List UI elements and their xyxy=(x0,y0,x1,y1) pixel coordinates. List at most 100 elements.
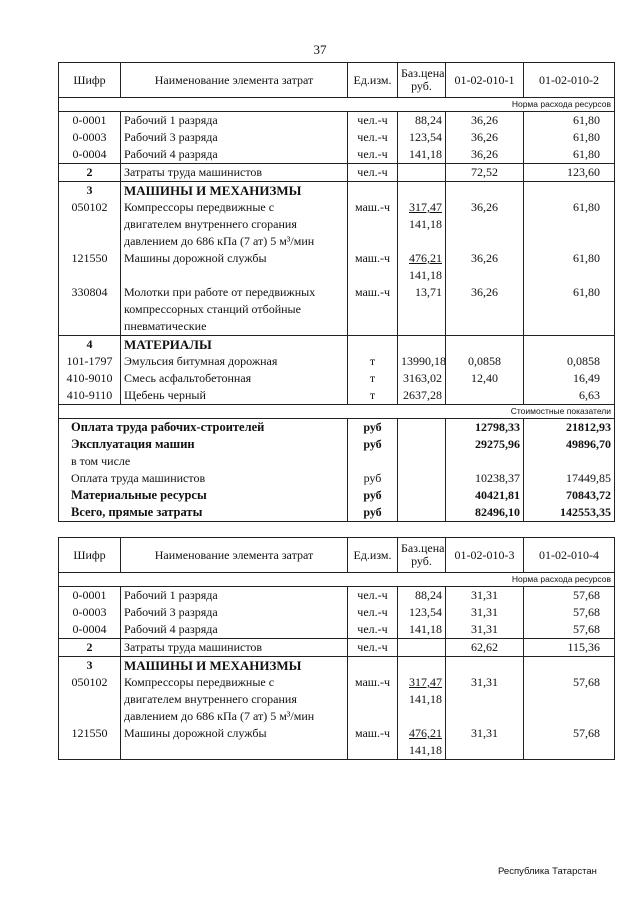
code-cell: 3 xyxy=(58,656,121,674)
name-cell: Эмульсия битумная дорожная xyxy=(120,353,348,370)
value-col-1: 31,31 xyxy=(445,725,524,760)
totals-col-1: 12798,33 xyxy=(445,418,524,436)
price-value: 476,21 xyxy=(409,251,442,265)
totals-name: Материальные ресурсы xyxy=(58,487,348,504)
value-col-1: 36,26 xyxy=(445,111,524,129)
price-cell: 123,54 xyxy=(397,604,446,621)
name-cell: Щебень черный xyxy=(120,387,348,405)
price-secondary: 141,18 xyxy=(409,692,442,706)
code-cell: 0-0004 xyxy=(58,146,121,164)
header-price: Баз.цена руб. xyxy=(397,62,446,98)
name-cell: Смесь асфальтобетонная xyxy=(120,370,348,387)
code-cell: 4 xyxy=(58,335,121,353)
unit-cell: чел.-ч xyxy=(347,638,398,657)
value-col-2: 61,80 xyxy=(523,146,615,164)
price-value: 123,54 xyxy=(409,605,442,619)
unit-cell: чел.-ч xyxy=(347,586,398,604)
value-col-1 xyxy=(445,387,524,405)
totals-col-1: 82496,10 xyxy=(445,504,524,522)
totals-price xyxy=(397,487,446,504)
totals-col-2 xyxy=(523,453,615,470)
value-col-2: 123,60 xyxy=(523,163,615,182)
totals-name: Оплата труда рабочих-строителей xyxy=(58,418,348,436)
price-value: 141,18 xyxy=(409,622,442,636)
totals-col-2: 49896,70 xyxy=(523,436,615,453)
totals-name: Эксплуатация машин xyxy=(58,436,348,453)
table-row: 0-0004 Рабочий 4 разряда чел.-ч 141,18 31,31… xyxy=(58,621,615,639)
header-code: Шифр xyxy=(58,62,121,98)
price-cell: 317,47 141,18 xyxy=(397,674,446,725)
name-cell: Компрессоры передвижные с двигателем вну… xyxy=(120,674,348,725)
price-cell xyxy=(397,638,446,657)
price-cell xyxy=(397,181,446,199)
totals-price xyxy=(397,504,446,522)
totals-row: Оплата труда рабочих-строителей руб 12798,… xyxy=(58,418,615,436)
table-row: 050102 Компрессоры передвижные с двигател… xyxy=(58,199,615,250)
value-col-2: 61,80 xyxy=(523,129,615,146)
price-value: 88,24 xyxy=(415,113,442,127)
value-col-2: 57,68 xyxy=(523,586,615,604)
price-cell: 2637,28 xyxy=(397,387,446,405)
code-cell: 121550 xyxy=(58,725,121,760)
name-cell: Затраты труда машинистов xyxy=(120,638,348,657)
value-col-1 xyxy=(445,656,524,674)
totals-price xyxy=(397,418,446,436)
header-price: Баз.цена руб. xyxy=(397,537,446,573)
unit-cell: маш.-ч xyxy=(347,199,398,250)
price-value: 317,47 xyxy=(409,675,442,689)
code-cell: 0-0003 xyxy=(58,129,121,146)
totals-unit: руб xyxy=(347,470,398,487)
table-row: 0-0001 Рабочий 1 разряда чел.-ч 88,24 31,31 5… xyxy=(58,586,615,604)
price-cell: 13,71 xyxy=(397,284,446,336)
price-value: 88,24 xyxy=(415,588,442,602)
price-value: 317,47 xyxy=(409,200,442,214)
unit-cell: чел.-ч xyxy=(347,146,398,164)
totals-col-2: 70843,72 xyxy=(523,487,615,504)
totals-row: в том числе xyxy=(58,453,615,470)
value-col-1: 36,26 xyxy=(445,199,524,250)
name-cell: МАТЕРИАЛЫ xyxy=(120,335,348,353)
name-cell: Рабочий 3 разряда xyxy=(120,604,348,621)
table-row: 0-0001 Рабочий 1 разряда чел.-ч 88,24 36,26 6… xyxy=(58,111,615,129)
unit-cell: маш.-ч xyxy=(347,674,398,725)
unit-cell: маш.-ч xyxy=(347,284,398,336)
name-cell: Рабочий 3 разряда xyxy=(120,129,348,146)
unit-cell: маш.-ч xyxy=(347,250,398,284)
price-value: 13,71 xyxy=(415,285,442,299)
value-col-2: 57,68 xyxy=(523,725,615,760)
code-cell: 330804 xyxy=(58,284,121,336)
price-cell: 88,24 xyxy=(397,111,446,129)
value-col-1: 36,26 xyxy=(445,284,524,336)
value-col-2: 57,68 xyxy=(523,604,615,621)
code-cell: 2 xyxy=(58,163,121,182)
code-cell: 0-0001 xyxy=(58,111,121,129)
name-cell: Молотки при работе от передвижных компре… xyxy=(120,284,348,336)
totals-row: Материальные ресурсы руб 40421,81 70843,72 xyxy=(58,487,615,504)
value-col-2: 61,80 xyxy=(523,284,615,336)
value-col-1: 72,52 xyxy=(445,163,524,182)
value-col-2: 6,63 xyxy=(523,387,615,405)
header-col-2: 01-02-010-2 xyxy=(523,62,615,98)
header-row: Шифр Наименование элемента затрат Ед.изм. Б… xyxy=(58,62,615,98)
unit-cell: чел.-ч xyxy=(347,163,398,182)
value-col-2: 115,36 xyxy=(523,638,615,657)
value-col-2: 61,80 xyxy=(523,111,615,129)
footer-region: Республика Татарстан xyxy=(498,866,597,877)
header-unit: Ед.изм. xyxy=(347,62,398,98)
page-number: 37 xyxy=(313,42,327,57)
unit-cell: чел.-ч xyxy=(347,111,398,129)
totals-col-1: 40421,81 xyxy=(445,487,524,504)
totals-col-2: 21812,93 xyxy=(523,418,615,436)
unit-cell xyxy=(347,656,398,674)
value-col-1: 36,26 xyxy=(445,146,524,164)
price-secondary: 141,18 xyxy=(409,743,442,757)
name-cell: Машины дорожной службы xyxy=(120,250,348,284)
code-cell: 2 xyxy=(58,638,121,657)
name-cell: Компрессоры передвижные с двигателем вну… xyxy=(120,199,348,250)
totals-unit xyxy=(347,453,398,470)
header-col-2: 01-02-010-4 xyxy=(523,537,615,573)
resource-table-1: Шифр Наименование элемента затрат Ед.изм. Б… xyxy=(58,62,615,522)
totals-price xyxy=(397,470,446,487)
value-col-1: 31,31 xyxy=(445,674,524,725)
unit-cell: т xyxy=(347,387,398,405)
